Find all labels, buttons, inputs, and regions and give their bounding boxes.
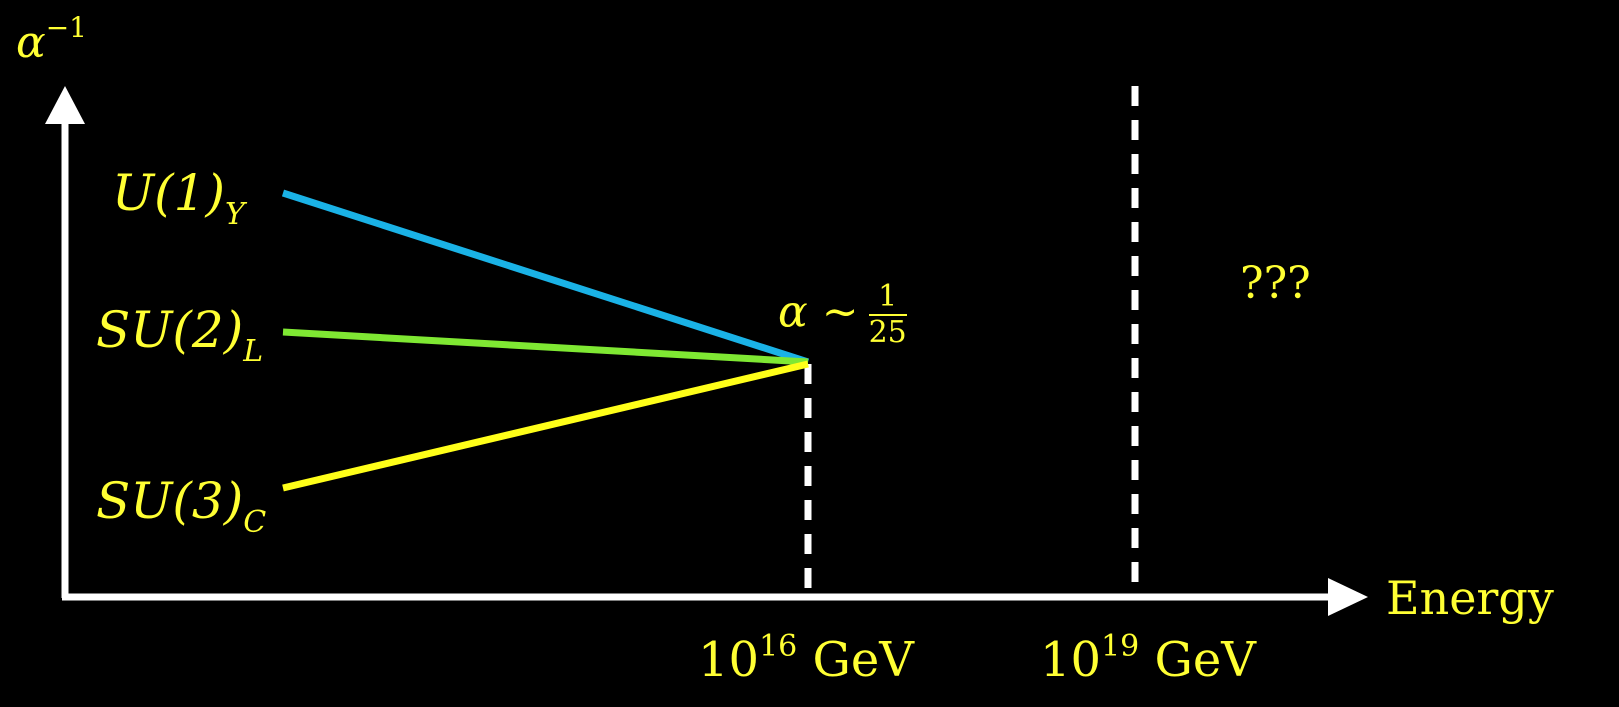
tick-label-gut-scale: 1016 GeV bbox=[698, 629, 914, 685]
su2-coupling-line bbox=[282, 328, 809, 366]
u1-label-sub: Y bbox=[224, 197, 245, 232]
tick-1-exponent: 16 bbox=[759, 629, 798, 664]
x-axis-label: Energy bbox=[1386, 571, 1554, 625]
fraction-denominator: 25 bbox=[868, 315, 907, 350]
tick-2-exponent: 19 bbox=[1101, 629, 1140, 664]
u1-label: U(1)Y bbox=[112, 168, 245, 230]
y-axis-label-exponent: −1 bbox=[45, 11, 87, 44]
x-axis-arrowhead bbox=[1328, 578, 1368, 616]
tick-1-unit: GeV bbox=[812, 632, 914, 688]
tick-2-unit: GeV bbox=[1154, 632, 1256, 688]
y-axis-label-base: α bbox=[16, 17, 46, 68]
su2-label-main: SU(2) bbox=[96, 301, 244, 359]
y-axis-arrowhead bbox=[45, 86, 85, 124]
su3-coupling-line bbox=[282, 360, 809, 492]
tick-label-planck-scale: 1019 GeV bbox=[1040, 629, 1256, 685]
alpha-symbol: α bbox=[778, 286, 808, 338]
su3-label-sub: C bbox=[243, 505, 267, 540]
unification-coupling-label: α ∼ 1 25 bbox=[778, 282, 907, 348]
su3-label-main: SU(3) bbox=[96, 472, 244, 530]
coupling-fraction: 1 25 bbox=[868, 282, 907, 350]
fraction-numerator: 1 bbox=[868, 282, 907, 316]
tick-2-base: 10 bbox=[1040, 632, 1102, 688]
unknown-region-label: ??? bbox=[1240, 258, 1311, 309]
u1-coupling-line bbox=[281, 189, 810, 366]
tick-1-base: 10 bbox=[698, 632, 760, 688]
su2-label-sub: L bbox=[243, 334, 264, 369]
tilde-symbol: ∼ bbox=[821, 286, 859, 338]
u1-label-main: U(1) bbox=[112, 164, 225, 222]
su3-label: SU(3)C bbox=[96, 476, 266, 538]
y-axis-label: α−1 bbox=[16, 14, 87, 65]
su2-label: SU(2)L bbox=[96, 305, 263, 367]
